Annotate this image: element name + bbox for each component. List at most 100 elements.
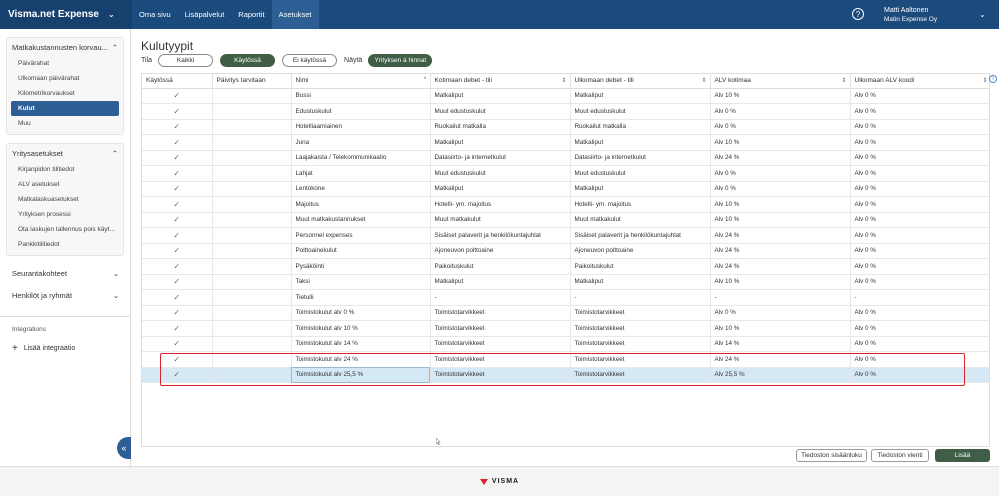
cell-ulkomaan-alv[interactable]: Alv 0 % <box>850 181 989 197</box>
cell-ulkomaan-alv[interactable]: Alv 0 % <box>850 88 989 104</box>
cell-kotimaan-debet[interactable]: Toimistotarvikkeet <box>430 320 571 337</box>
filter-kaikki[interactable]: Kaikki <box>158 54 214 67</box>
sidebar-item-yrityksen-prosessi[interactable]: Yrityksen prosessi <box>18 211 71 218</box>
column-header-alv-kotimaa[interactable]: ALV kotimaa ⇕ <box>710 74 851 89</box>
sidebar-item-henkilot[interactable]: Henkilöt ja ryhmät ⌄ <box>0 284 130 306</box>
cell-kotimaan-debet[interactable]: Muut edustuskulut <box>430 165 571 182</box>
cell-nimi[interactable]: Toimistokulut alv 10 % <box>291 320 431 337</box>
cell-paivitys[interactable] <box>212 305 292 321</box>
add-button[interactable]: Lisää <box>935 449 990 462</box>
cell-ulkomaan-debet[interactable]: Ajoneuvon polttoaine <box>570 243 711 259</box>
cell-alv-kotimaa[interactable]: - <box>710 289 851 306</box>
cell-kotimaan-debet[interactable]: Toimistotarvikkeet <box>430 367 571 383</box>
cell-ulkomaan-debet[interactable]: Ruokailut matkalla <box>570 119 711 135</box>
table-row[interactable]: ✓ Toimistokulut alv 25,5 % Toimistotarvikk… <box>142 367 989 383</box>
table-row[interactable]: ✓ Taksi Matkaliput Matkaliput Alv 10 % Alv 0 … <box>142 274 989 290</box>
add-integration-button[interactable]: + Lisää integraatio <box>0 333 130 364</box>
table-row[interactable]: ✓ Toimistokulut alv 14 % Toimistotarvikkee… <box>142 336 989 352</box>
cell-alv-kotimaa[interactable]: Alv 24 % <box>710 258 851 275</box>
cell-ulkomaan-debet[interactable]: Matkaliput <box>570 134 711 151</box>
column-header-paivitys[interactable]: Päivitys tarvitaan <box>212 74 292 89</box>
cell-ulkomaan-debet[interactable]: Toimistotarvikkeet <box>570 351 711 368</box>
cell-ulkomaan-debet[interactable]: Datasiirto- ja internetkulut <box>570 150 711 166</box>
app-switcher[interactable]: Visma.net Expense ⌄ <box>0 0 132 29</box>
cell-nimi[interactable]: Toimistokulut alv 14 % <box>291 336 431 352</box>
cell-nimi[interactable]: Toimistokulut alv 25,5 % <box>291 367 431 383</box>
cell-paivitys[interactable] <box>212 196 292 213</box>
cell-paivitys[interactable] <box>212 150 292 166</box>
cell-paivitys[interactable] <box>212 227 292 244</box>
column-header-ulkomaan-debet[interactable]: Ulkomaan debet - tili ⇕ <box>570 74 711 89</box>
cell-paivitys[interactable] <box>212 134 292 151</box>
cell-ulkomaan-alv[interactable]: Alv 0 % <box>850 165 989 182</box>
table-row[interactable]: ✓ Juna Matkaliput Matkaliput Alv 10 % Alv 0 % <box>142 134 989 151</box>
cell-paivitys[interactable] <box>212 367 292 383</box>
column-header-ulkomaan-alv[interactable]: Ulkomaan ALV koodi ⇕ <box>850 74 989 89</box>
cell-ulkomaan-debet[interactable]: Muut matkakulut <box>570 212 711 228</box>
cell-paivitys[interactable] <box>212 103 292 120</box>
cell-ulkomaan-debet[interactable]: Muut edustuskulut <box>570 103 711 120</box>
cell-alv-kotimaa[interactable]: Alv 10 % <box>710 196 851 213</box>
cell-alv-kotimaa[interactable]: Alv 10 % <box>710 134 851 151</box>
column-header-kotimaan-debet[interactable]: Kotimaan debet - tili ⇕ <box>430 74 571 89</box>
sidebar-item-kulut[interactable]: Kulut <box>11 101 119 116</box>
cell-alv-kotimaa[interactable]: Alv 0 % <box>710 305 851 321</box>
sidebar-item-kilometrikorvaukset[interactable]: Kilometrikorvaukset <box>18 90 75 97</box>
cell-ulkomaan-debet[interactable]: Toimistotarvikkeet <box>570 336 711 352</box>
cell-paivitys[interactable] <box>212 336 292 352</box>
cell-ulkomaan-alv[interactable]: Alv 0 % <box>850 150 989 166</box>
cell-paivitys[interactable] <box>212 181 292 197</box>
cell-ulkomaan-alv[interactable]: Alv 0 % <box>850 351 989 368</box>
cell-alv-kotimaa[interactable]: Alv 10 % <box>710 320 851 337</box>
cell-nimi[interactable]: Juna <box>291 134 431 151</box>
cell-nimi[interactable]: Toimistokulut alv 0 % <box>291 305 431 321</box>
cell-ulkomaan-alv[interactable]: - <box>850 289 989 306</box>
help-icon[interactable]: ? <box>852 8 864 20</box>
cell-nimi[interactable]: Edustuskulut <box>291 103 431 120</box>
cell-paivitys[interactable] <box>212 258 292 275</box>
filter-ei-kaytossa[interactable]: Ei käytössä <box>282 54 338 67</box>
cell-kotimaan-debet[interactable]: Hotelli- ym. majoitus <box>430 196 571 213</box>
cell-kotimaan-debet[interactable]: Toimistotarvikkeet <box>430 351 571 368</box>
cell-nimi[interactable]: Lahjat <box>291 165 431 182</box>
sidebar-item-paivarahat[interactable]: Päivärahat <box>18 60 50 67</box>
column-header-kaytossa[interactable]: Käytössä <box>142 74 213 89</box>
nav-tab-raportit[interactable]: Raportit <box>238 10 265 19</box>
info-icon[interactable]: i <box>989 75 997 83</box>
nav-tab-asetukset[interactable]: Asetukset <box>271 0 319 29</box>
user-menu[interactable]: Matti Aaltonen Matin Expense Oy <box>884 6 937 24</box>
cell-kotimaan-debet[interactable]: Ruokailut matkalla <box>430 119 571 135</box>
sidebar-group-header[interactable]: Matkakustannusten korvau... ⌃ <box>7 38 123 56</box>
cell-alv-kotimaa[interactable]: Alv 14 % <box>710 336 851 352</box>
sidebar-item-muu[interactable]: Muu <box>18 120 31 127</box>
cell-nimi[interactable]: Pysäköinti <box>291 258 431 275</box>
cell-alv-kotimaa[interactable]: Alv 0 % <box>710 103 851 120</box>
filter-kaytossa[interactable]: Käytössä <box>220 54 276 67</box>
table-row[interactable]: ✓ Hotelliaamiainen Ruokailut matkalla Ruoka… <box>142 119 989 135</box>
sidebar-item-pankkitilitiedot[interactable]: Pankkitilitiedot <box>18 241 60 248</box>
cell-ulkomaan-debet[interactable]: - <box>570 289 711 306</box>
table-row[interactable]: ✓ Pysäköinti Paikoituskulut Paikoituskulut A… <box>142 258 989 275</box>
cell-paivitys[interactable] <box>212 119 292 135</box>
cell-ulkomaan-alv[interactable]: Alv 0 % <box>850 134 989 151</box>
cell-ulkomaan-alv[interactable]: Alv 0 % <box>850 320 989 337</box>
cell-ulkomaan-debet[interactable]: Matkaliput <box>570 88 711 104</box>
table-row[interactable]: ✓ Lentokone Matkaliput Matkaliput Alv 0 % Alv… <box>142 181 989 197</box>
export-file-button[interactable]: Tiedoston vienti <box>871 449 929 462</box>
nav-tab-lisapalvelut[interactable]: Lisäpalvelut <box>184 10 225 19</box>
cell-kotimaan-debet[interactable]: Matkaliput <box>430 88 571 104</box>
sidebar-item-kirjanpidon-tilitiedot[interactable]: Kirjanpidon tilitiedot <box>18 166 75 173</box>
sidebar-item-seurantakohteet[interactable]: Seurantakohteet ⌄ <box>0 262 130 284</box>
cell-paivitys[interactable] <box>212 243 292 259</box>
cell-alv-kotimaa[interactable]: Alv 24 % <box>710 243 851 259</box>
sidebar-item-laskujen-tallennus[interactable]: Ota laskujen tallennus pois käyt... <box>18 226 115 233</box>
cell-nimi[interactable]: Toimistokulut alv 24 % <box>291 351 431 368</box>
sidebar-group-header[interactable]: Yritysasetukset ⌃ <box>7 144 123 162</box>
cell-ulkomaan-debet[interactable]: Toimistotarvikkeet <box>570 305 711 321</box>
table-row[interactable]: ✓ Polttoainekulut Ajoneuvon polttoaine Ajon… <box>142 243 989 259</box>
column-header-nimi[interactable]: Nimi ^ <box>291 74 431 89</box>
cell-ulkomaan-alv[interactable]: Alv 0 % <box>850 336 989 352</box>
cell-paivitys[interactable] <box>212 165 292 182</box>
table-row[interactable]: ✓ Muut matkakustannukset Muut matkakulut Mu… <box>142 212 989 228</box>
cell-alv-kotimaa[interactable]: Alv 0 % <box>710 165 851 182</box>
